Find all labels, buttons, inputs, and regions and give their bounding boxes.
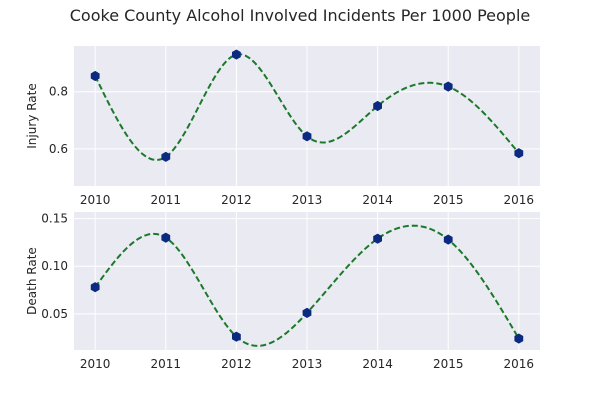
death-x-tick-label: 2012 (221, 357, 252, 371)
injury-gridlines (74, 46, 540, 186)
injury-data-point (443, 81, 453, 92)
death-y-tick-label: 0.10 (41, 259, 68, 273)
death-data-point (161, 232, 171, 243)
death-y-tick-labels: 0.05 0.10 0.15 (41, 212, 68, 321)
death-rate-markers (90, 232, 524, 344)
death-x-tick-label: 2011 (151, 357, 182, 371)
death-data-point (443, 234, 453, 245)
death-x-tick-label: 2016 (504, 357, 535, 371)
death-x-tick-labels: 2010 2011 2012 2013 2014 2015 2016 (80, 357, 534, 371)
injury-data-point (373, 100, 382, 112)
injury-x-tick-label: 2014 (362, 193, 393, 207)
death-data-point (514, 333, 524, 344)
death-x-tick-label: 2014 (362, 357, 393, 371)
death-data-point (232, 331, 241, 342)
death-data-point (373, 233, 382, 244)
injury-x-tick-label: 2013 (292, 193, 323, 207)
injury-data-point (302, 131, 312, 142)
injury-y-tick-label: 0.6 (49, 142, 68, 156)
injury-x-tick-label: 2010 (80, 193, 111, 207)
death-x-tick-label: 2013 (292, 357, 323, 371)
injury-rate-panel: 2010 2011 2012 2013 2014 2015 2016 0.6 0.8 Inju… (25, 46, 540, 207)
injury-x-tick-label: 2016 (504, 193, 535, 207)
death-data-point (302, 307, 312, 318)
injury-data-point (161, 151, 171, 162)
death-data-point (90, 282, 100, 293)
injury-data-point (514, 148, 524, 159)
death-x-tick-label: 2015 (433, 357, 464, 371)
death-y-tick-label: 0.05 (41, 307, 68, 321)
injury-y-axis-label: Injury Rate (25, 83, 39, 148)
death-x-tick-label: 2010 (80, 357, 111, 371)
injury-rate-markers (90, 49, 524, 162)
death-y-tick-label: 0.15 (41, 212, 68, 226)
chart-title: Cooke County Alcohol Involved Incidents … (70, 6, 530, 25)
injury-x-tick-label: 2011 (151, 193, 182, 207)
injury-y-tick-labels: 0.6 0.8 (49, 85, 68, 156)
injury-x-tick-label: 2012 (221, 193, 252, 207)
death-y-axis-label: Death Rate (25, 247, 39, 315)
injury-data-point (232, 49, 241, 60)
injury-data-point (90, 70, 100, 82)
injury-x-tick-label: 2015 (433, 193, 464, 207)
death-rate-panel: 2010 2011 2012 2013 2014 2015 2016 0.05 0.10 0.1… (25, 212, 540, 371)
injury-y-tick-label: 0.8 (49, 85, 68, 99)
injury-x-tick-labels: 2010 2011 2012 2013 2014 2015 2016 (80, 193, 534, 207)
